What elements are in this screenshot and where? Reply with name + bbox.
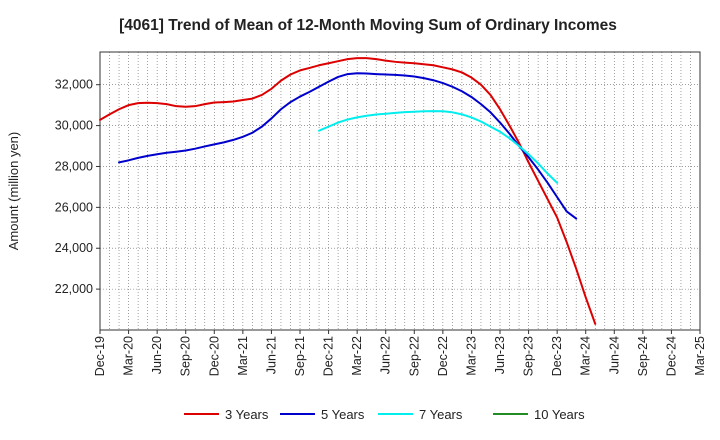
legend-label-10-years: 10 Years	[534, 407, 585, 422]
x-tick-label: Sep-24	[636, 336, 650, 376]
x-tick-label: Jun-22	[379, 336, 393, 374]
x-tick-label: Jun-21	[264, 336, 278, 374]
x-tick-label: Mar-25	[693, 336, 707, 376]
x-tick-label: Mar-24	[579, 336, 593, 376]
legend: 3 Years 5 Years 7 Years 10 Years	[184, 407, 585, 422]
x-tick-label: Dec-20	[207, 336, 221, 376]
x-tick-label: Dec-22	[436, 336, 450, 376]
x-tick-label: Dec-19	[93, 336, 107, 376]
legend-label-7-years: 7 Years	[419, 407, 463, 422]
x-tick-label: Mar-23	[464, 336, 478, 376]
x-tick-label: Sep-20	[179, 336, 193, 376]
legend-label-5-years: 5 Years	[321, 407, 365, 422]
y-tick-label: 30,000	[55, 119, 93, 133]
plot-area-frame	[99, 51, 701, 331]
x-tick-label: Dec-21	[322, 336, 336, 376]
x-tick-label: Mar-20	[122, 336, 136, 376]
y-tick-label: 26,000	[55, 200, 93, 214]
series-line-5-years	[118, 72, 578, 220]
chart-title: [4061] Trend of Mean of 12-Month Moving …	[119, 17, 617, 34]
x-tick-label: Jun-24	[607, 336, 621, 374]
x-tick-label: Sep-22	[407, 336, 421, 376]
y-tick-label: 24,000	[55, 241, 93, 255]
y-axis-ticks: 22,000 24,000 26,000 28,000 30,000 32,000	[55, 78, 100, 296]
x-tick-label: Dec-24	[664, 336, 678, 376]
y-axis-label: Amount (million yen)	[6, 132, 21, 251]
y-tick-label: 22,000	[55, 282, 93, 296]
x-tick-label: Mar-21	[236, 336, 250, 376]
x-tick-label: Jun-20	[150, 336, 164, 374]
y-tick-label: 28,000	[55, 159, 93, 173]
x-tick-label: Mar-22	[350, 336, 364, 376]
y-tick-label: 32,000	[55, 78, 93, 92]
series-line-3-years	[99, 57, 597, 325]
grid-lines	[100, 52, 700, 330]
x-axis-ticks: Dec-19 Mar-20 Jun-20 Sep-20 Dec-20 Mar-21 Jun-…	[93, 330, 707, 376]
series-line-7-years	[318, 110, 559, 184]
x-tick-label: Dec-23	[550, 336, 564, 376]
legend-label-3-years: 3 Years	[225, 407, 269, 422]
x-tick-label: Sep-21	[293, 336, 307, 376]
x-tick-label: Sep-23	[522, 336, 536, 376]
series-lines	[99, 57, 597, 325]
x-tick-label: Jun-23	[493, 336, 507, 374]
